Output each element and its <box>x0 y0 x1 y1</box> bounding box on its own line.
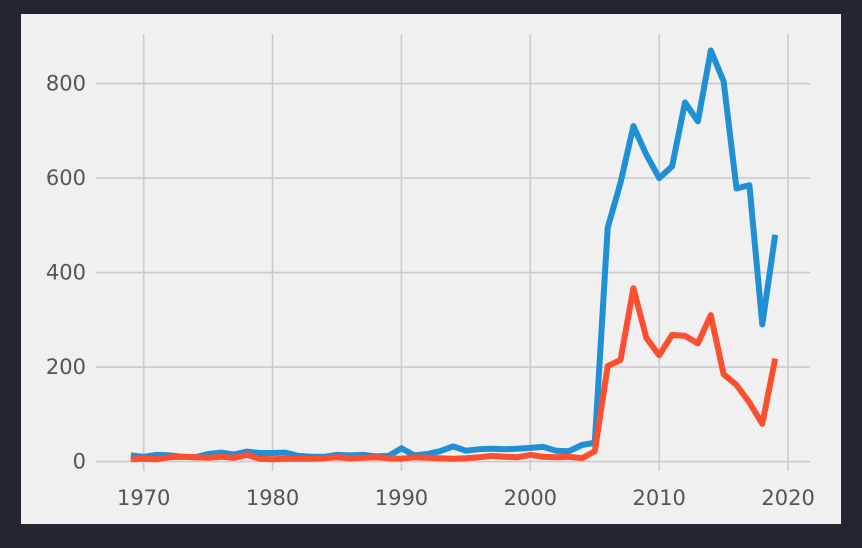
y-tick-label-400: 400 <box>46 261 86 285</box>
series-line-1 <box>130 47 779 461</box>
y-tick-labels: 0 200 400 600 800 <box>46 72 86 474</box>
x-tick-label-2020: 2020 <box>761 486 814 510</box>
x-tick-label-1980: 1980 <box>246 486 299 510</box>
y-tick-label-800: 800 <box>46 72 86 96</box>
x-tick-label-1970: 1970 <box>117 486 170 510</box>
y-tick-label-200: 200 <box>46 355 86 379</box>
line-chart: 1970 1980 1990 2000 2010 2020 0 200 400 600 800 <box>46 34 815 510</box>
y-tick-label-0: 0 <box>73 450 86 474</box>
series-group <box>130 47 779 463</box>
chart-figure: 1970 1980 1990 2000 2010 2020 0 200 400 600 800 <box>21 14 841 524</box>
x-gridlines <box>142 34 789 471</box>
x-tick-label-2000: 2000 <box>504 486 557 510</box>
series-line-2 <box>130 285 779 463</box>
x-tick-label-2010: 2010 <box>632 486 685 510</box>
y-gridlines <box>96 82 810 463</box>
y-tick-label-600: 600 <box>46 166 86 190</box>
x-tick-label-1990: 1990 <box>375 486 428 510</box>
x-tick-labels: 1970 1980 1990 2000 2010 2020 <box>117 486 815 510</box>
